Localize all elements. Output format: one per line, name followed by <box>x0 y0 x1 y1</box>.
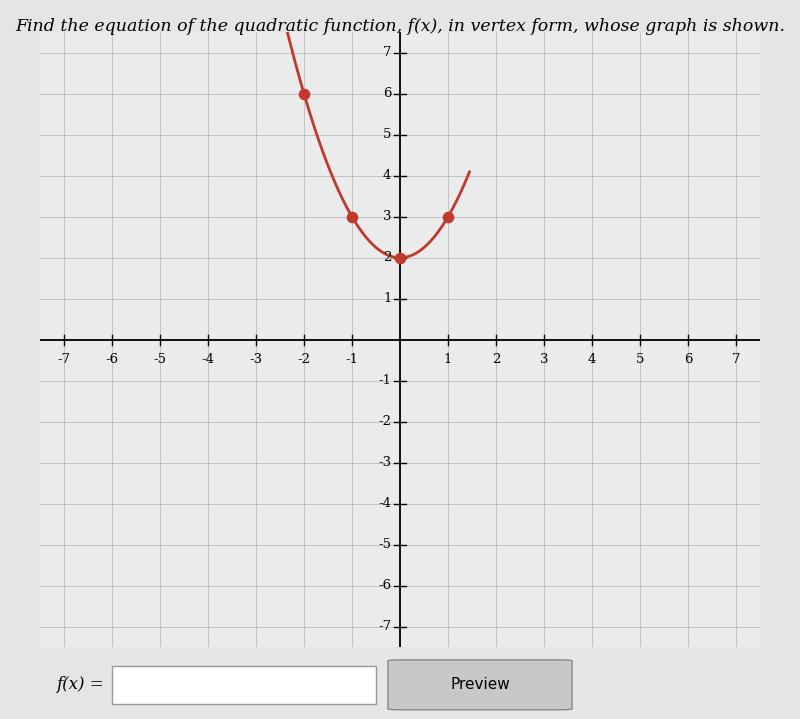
Text: 4: 4 <box>383 169 391 183</box>
Text: -3: -3 <box>250 353 262 366</box>
Text: -1: -1 <box>346 353 358 366</box>
Text: -2: -2 <box>298 353 310 366</box>
Text: f(x) =: f(x) = <box>56 677 104 693</box>
Text: 6: 6 <box>383 87 391 101</box>
Text: -6: -6 <box>106 353 118 366</box>
Text: -7: -7 <box>58 353 70 366</box>
Text: 1: 1 <box>383 292 391 306</box>
Text: Find the equation of the quadratic function, f(x), in vertex form, whose graph i: Find the equation of the quadratic funct… <box>15 18 785 35</box>
Text: -3: -3 <box>378 456 391 470</box>
Text: -6: -6 <box>378 579 391 592</box>
Text: -7: -7 <box>378 620 391 633</box>
Text: 1: 1 <box>444 353 452 366</box>
Point <box>346 211 358 223</box>
FancyBboxPatch shape <box>112 666 376 704</box>
Text: -2: -2 <box>378 415 391 429</box>
Text: 2: 2 <box>383 251 391 265</box>
Point <box>298 88 310 100</box>
Text: 4: 4 <box>588 353 596 366</box>
Text: 6: 6 <box>684 353 692 366</box>
Text: 3: 3 <box>540 353 548 366</box>
Point <box>394 252 406 263</box>
Text: 3: 3 <box>383 210 391 224</box>
Text: 7: 7 <box>732 353 740 366</box>
Text: -1: -1 <box>378 374 391 388</box>
Point <box>442 211 454 223</box>
Text: 7: 7 <box>383 46 391 60</box>
Text: -5: -5 <box>154 353 166 366</box>
Text: Preview: Preview <box>450 677 510 692</box>
Text: 2: 2 <box>492 353 500 366</box>
Text: -5: -5 <box>378 538 391 551</box>
Text: 5: 5 <box>636 353 644 366</box>
Text: -4: -4 <box>378 497 391 510</box>
Text: -4: -4 <box>202 353 214 366</box>
FancyBboxPatch shape <box>388 660 572 710</box>
Text: 5: 5 <box>383 128 391 142</box>
